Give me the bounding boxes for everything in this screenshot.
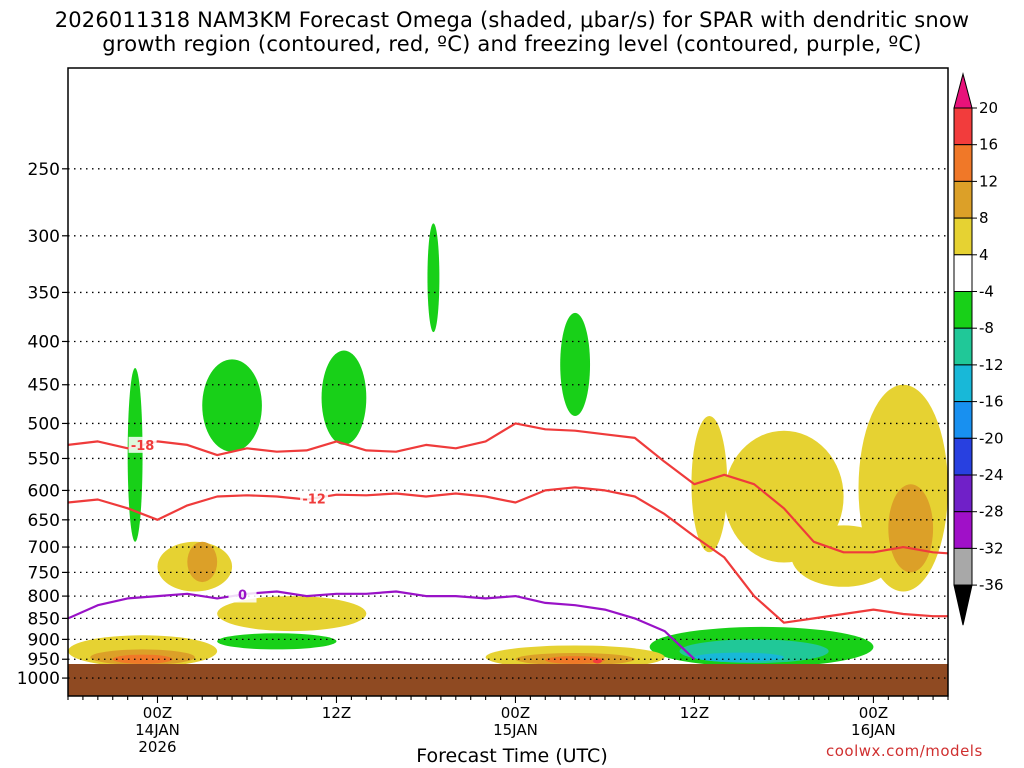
y-tick-label-250: 250	[28, 160, 60, 180]
x-axis-title: Forecast Time (UTC)	[416, 745, 608, 767]
y-tick-label-500: 500	[28, 414, 60, 434]
colorbar-segment-2	[953, 144, 973, 182]
contour-label-1: -12	[302, 492, 326, 507]
colorbar-segment-5	[953, 254, 973, 293]
omega-region-pos16-35	[593, 658, 602, 664]
omega-region-neg8-16	[560, 312, 591, 417]
colorbar-top-arrow	[953, 72, 973, 109]
y-tick-label-950: 950	[28, 650, 60, 670]
source-credit[interactable]: coolwx.com/models	[826, 742, 983, 760]
x-tick-label-0-2: 2026	[138, 738, 176, 756]
y-axis: 2503003504004505005506006507007508008509…	[17, 160, 68, 689]
colorbar-segment-8	[953, 364, 973, 403]
y-tick-label-850: 850	[28, 609, 60, 629]
colorbar-label-1: 16	[979, 136, 998, 154]
ground-surface	[68, 664, 948, 696]
omega-region-pos8-29	[888, 484, 934, 573]
omega-region-pos4-25	[217, 596, 367, 632]
chart-title-line2: growth region (contoured, red, ºC) and f…	[102, 32, 922, 56]
colorbar-label-0: 20	[979, 99, 998, 117]
y-tick-label-300: 300	[28, 227, 60, 247]
colorbar-segment-9	[953, 401, 973, 439]
y-tick-label-900: 900	[28, 630, 60, 650]
colorbar-label-7: -12	[979, 356, 1004, 374]
y-tick-label-650: 650	[28, 511, 60, 531]
omega-region-neg4-2	[291, 121, 397, 452]
colorbar-segment-11	[953, 474, 973, 513]
colorbar-segment-4	[953, 217, 973, 256]
colorbar-label-6: -8	[979, 319, 994, 337]
plot-frame	[67, 67, 949, 697]
omega-region-pos12-33	[112, 654, 173, 664]
omega-region-pos4-23	[791, 525, 896, 587]
contour-label-2: 0	[238, 588, 247, 603]
colorbar-label-2: 12	[979, 172, 998, 190]
colorbar-label-9: -20	[979, 429, 1004, 447]
y-tick-label-600: 600	[28, 481, 60, 501]
chart-title-line1: 2026011318 NAM3KM Forecast Omega (shaded…	[54, 8, 970, 32]
y-tick-label-800: 800	[28, 587, 60, 607]
x-tick-label-48-1: 16JAN	[851, 721, 896, 739]
colorbar: 20 16 12 8 4 -4 -8 -12 -16 -20 -24 -28 -32 -36	[953, 72, 1004, 626]
x-tick-label-12-0: 12Z	[322, 704, 351, 722]
contour-lines: -18 -12 0	[68, 422, 948, 661]
omega-region-pos4-21	[724, 430, 844, 563]
x-tick-label-0-0: 00Z	[143, 704, 172, 722]
omega-region-pos8-30	[187, 541, 218, 583]
colorbar-label-12: -32	[979, 539, 1004, 557]
omega-region-pos4-28	[691, 416, 728, 553]
colorbar-segment-6	[953, 291, 973, 329]
omega-region-neg8-15	[427, 223, 440, 333]
y-tick-label-400: 400	[28, 332, 60, 352]
colorbar-label-11: -28	[979, 503, 1004, 521]
colorbar-segment-3	[953, 180, 973, 219]
contour-line-1	[68, 486, 948, 624]
omega-region-neg16-20	[694, 652, 784, 662]
colorbar-segment-13	[953, 547, 973, 586]
omega-region-neg8-13	[202, 359, 262, 452]
colorbar-label-3: 8	[979, 209, 989, 227]
y-tick-label-700: 700	[28, 538, 60, 558]
omega-region-neg4-5	[463, 197, 494, 472]
x-tick-label-48-0: 00Z	[859, 704, 888, 722]
y-tick-label-550: 550	[28, 449, 60, 469]
contour-line-0	[68, 422, 948, 555]
colorbar-segment-12	[953, 511, 973, 549]
omega-shading	[68, 104, 948, 669]
x-tick-label-24-0: 00Z	[501, 704, 530, 722]
omega-region-pos12-34	[545, 656, 605, 664]
colorbar-segment-1	[953, 107, 973, 146]
colorbar-label-4: 4	[979, 246, 989, 264]
colorbar-label-10: -24	[979, 466, 1004, 484]
x-tick-label-24-1: 15JAN	[493, 721, 538, 739]
contour-label-0: -18	[131, 439, 155, 454]
contour-line-2	[68, 590, 696, 661]
colorbar-segment-10	[953, 437, 973, 476]
colorbar-label-8: -16	[979, 393, 1004, 411]
y-tick-label-350: 350	[28, 283, 60, 303]
omega-region-neg8-17	[217, 633, 337, 650]
colorbar-segment-7	[953, 327, 973, 366]
omega-region-neg4-8	[654, 197, 676, 333]
x-tick-label-0-1: 14JAN	[135, 721, 180, 739]
y-tick-label-1000: 1000	[17, 669, 60, 689]
omega-region-neg8-14	[321, 350, 367, 445]
contour-label-bg-1	[300, 490, 329, 507]
omega-region-neg4-0	[112, 138, 158, 472]
contour-label-bg-0	[128, 436, 157, 453]
colorbar-label-5: -4	[979, 283, 994, 301]
contour-label-bg-2	[228, 586, 257, 603]
y-tick-label-750: 750	[28, 563, 60, 583]
omega-region-neg8-12	[127, 368, 143, 542]
x-tick-label-36-0: 12Z	[680, 704, 709, 722]
colorbar-label-13: -36	[979, 576, 1004, 594]
colorbar-bottom-arrow	[953, 584, 973, 626]
grid-lines	[68, 168, 948, 679]
y-tick-label-450: 450	[28, 376, 60, 396]
